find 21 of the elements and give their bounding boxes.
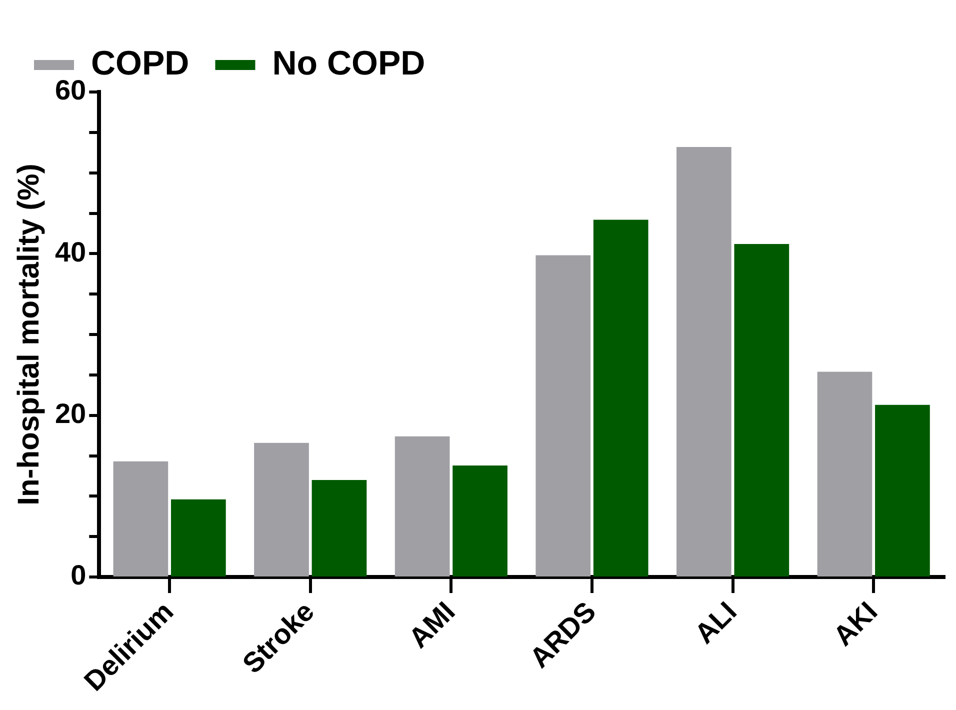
bar (734, 244, 790, 577)
y-tick-label: 60 (54, 74, 86, 106)
bar (676, 146, 732, 577)
y-tick-label: 40 (54, 236, 86, 268)
x-tick-label: ALI (688, 596, 742, 650)
bar (170, 499, 226, 577)
bar (536, 255, 591, 577)
bar (452, 465, 508, 577)
y-tick-label: 0 (70, 560, 86, 591)
bar (394, 436, 450, 577)
bar (113, 461, 168, 577)
legend-label: No COPD (272, 44, 426, 82)
bar (254, 442, 309, 577)
bar (875, 404, 930, 577)
x-tick-label: AKI (827, 596, 884, 652)
bar (817, 372, 872, 577)
bar (312, 480, 367, 577)
legend-label: COPD (91, 44, 190, 82)
y-axis-title: In-hospital mortality (%) (12, 164, 46, 506)
y-tick-label: 20 (54, 398, 86, 430)
bar (593, 220, 648, 577)
